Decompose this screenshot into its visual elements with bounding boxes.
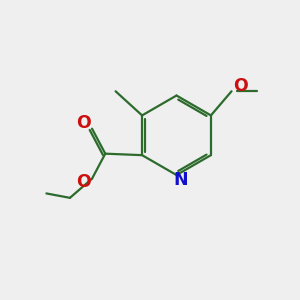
- Text: O: O: [76, 173, 91, 191]
- Text: N: N: [173, 171, 188, 189]
- Text: O: O: [76, 114, 91, 132]
- Text: O: O: [233, 77, 248, 95]
